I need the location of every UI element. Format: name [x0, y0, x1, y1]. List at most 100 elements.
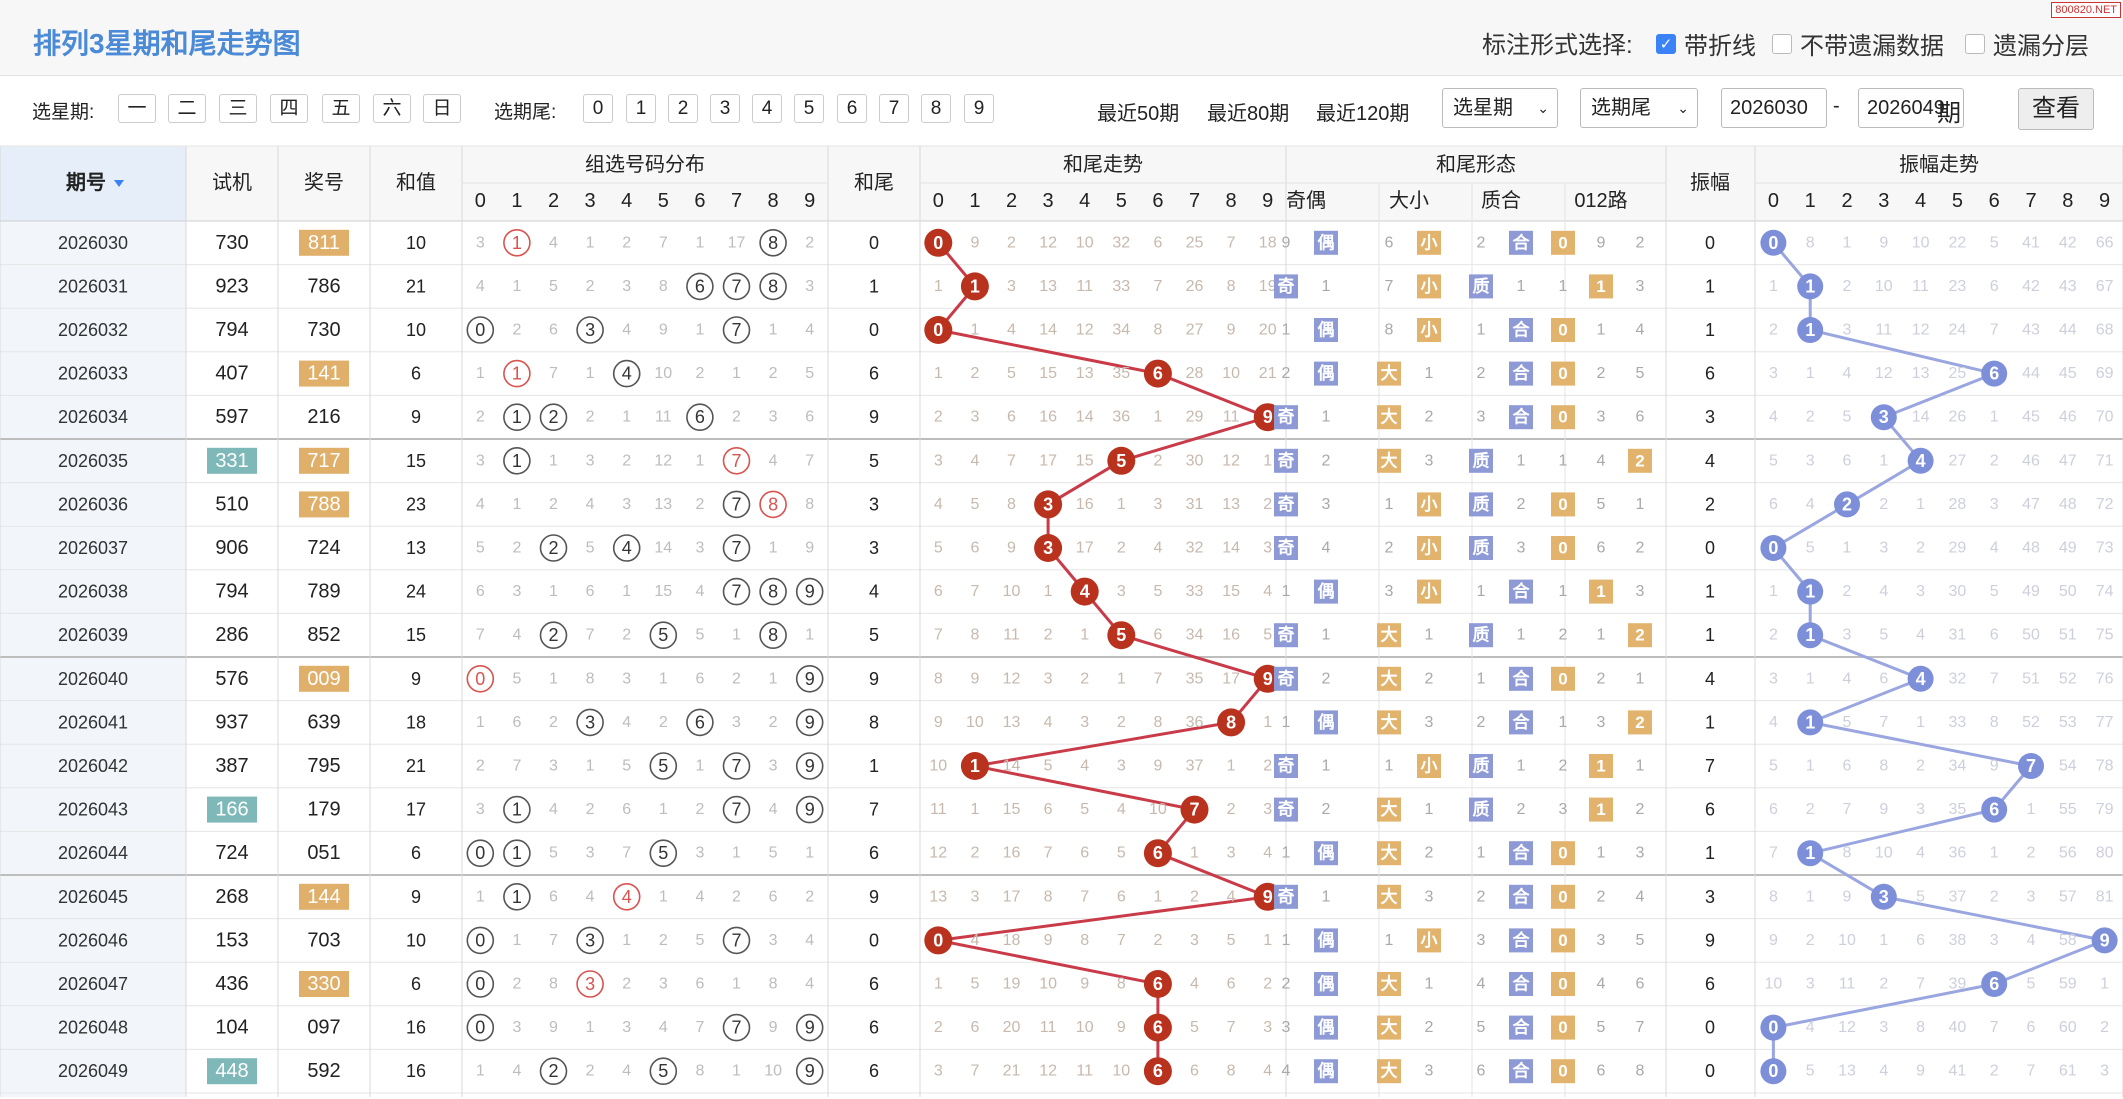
- tail-button-4[interactable]: 4: [752, 94, 782, 123]
- amp-miss-value: 35: [1949, 801, 1967, 818]
- tail-button-1[interactable]: 1: [626, 94, 656, 123]
- tail-button-2[interactable]: 2: [668, 94, 698, 123]
- tail-miss-value: 5: [1080, 801, 1089, 818]
- weekday-button-5[interactable]: 五: [322, 94, 360, 123]
- amp-miss-value: 41: [1949, 1063, 1967, 1080]
- tail-miss-value: 4: [1007, 322, 1016, 339]
- tail-miss-value: 14: [1222, 540, 1240, 557]
- amp-miss-value: 78: [2096, 758, 2114, 775]
- weekday-select[interactable]: 选星期 ⌄: [1442, 88, 1558, 128]
- check-icon[interactable]: ✓: [1656, 33, 1676, 54]
- amp-miss-value: 67: [2096, 278, 2114, 295]
- amp-miss-value: 2: [1879, 496, 1888, 513]
- weekday-button-7[interactable]: 日: [423, 94, 461, 123]
- weekday-button-2[interactable]: 二: [168, 94, 206, 123]
- form-miss-value: 1: [1597, 322, 1606, 339]
- recent-120-link[interactable]: 最近120期: [1316, 103, 1410, 125]
- group-hit-value: 2: [548, 1061, 558, 1081]
- trial-cell: 104: [215, 1017, 248, 1039]
- trend-digit-header: 3: [1043, 190, 1054, 212]
- prize-cell: 852: [307, 624, 340, 646]
- weekday-button-4[interactable]: 四: [270, 94, 308, 123]
- group-miss-value: 7: [659, 234, 668, 251]
- amp-miss-value: 1: [1806, 758, 1815, 775]
- tail-miss-value: 8: [1044, 888, 1053, 905]
- group-digit-header: 6: [694, 190, 705, 212]
- tail-button-6[interactable]: 6: [837, 94, 867, 123]
- checkbox-icon[interactable]: [1965, 33, 1985, 54]
- amp-miss-value: 2: [1769, 627, 1778, 644]
- amp-miss-value: 7: [1769, 845, 1778, 862]
- tail-miss-value: 2: [1117, 540, 1126, 557]
- tail-button-9[interactable]: 9: [964, 94, 994, 123]
- form-miss-value: 2: [1385, 540, 1394, 557]
- recent-80-link[interactable]: 最近80期: [1207, 103, 1290, 125]
- group-miss-value: 2: [622, 627, 631, 644]
- group-hit-value: 4: [622, 364, 632, 384]
- amp-ball: [1870, 883, 1897, 910]
- form-tag-value: 0: [1558, 539, 1567, 558]
- sum-cell: 24: [406, 582, 426, 602]
- tail-button-8[interactable]: 8: [921, 94, 951, 123]
- amp-miss-value: 51: [2022, 670, 2040, 687]
- prize-cell: 144: [307, 886, 340, 908]
- amp-miss-value: 1: [1769, 278, 1778, 295]
- group-miss-value: 6: [549, 888, 558, 905]
- group-miss-value: 2: [659, 714, 668, 731]
- group-hit-value: 7: [731, 494, 741, 514]
- amp-ball-value: 9: [2100, 930, 2110, 950]
- group-hit-circle: [503, 882, 531, 911]
- weekday-button-1[interactable]: 一: [118, 94, 156, 123]
- opt-nomiss-checkbox[interactable]: 不带遗漏数据: [1772, 26, 1944, 61]
- group-miss-value: 1: [695, 322, 704, 339]
- tail-select[interactable]: 选期尾 ⌄: [1580, 88, 1698, 128]
- tail-button-7[interactable]: 7: [879, 94, 909, 123]
- form-tag-value: 合: [1513, 843, 1531, 863]
- group-miss-value: 7: [476, 627, 485, 644]
- amp-miss-value: 3: [1806, 976, 1815, 993]
- tail-button-3[interactable]: 3: [710, 94, 740, 123]
- weekday-button-6[interactable]: 六: [373, 94, 411, 123]
- tail-header: 和尾: [854, 171, 894, 194]
- amp-miss-value: 56: [2059, 845, 2077, 862]
- tail-button-5[interactable]: 5: [794, 94, 824, 123]
- prize-highlight: [299, 665, 349, 692]
- form-miss-value: 6: [1597, 1063, 1606, 1080]
- tail-miss-value: 6: [1227, 976, 1236, 993]
- form-miss-value: 1: [1385, 932, 1394, 949]
- tail-ball: [924, 228, 953, 257]
- group-miss-value: 4: [622, 714, 631, 731]
- tail-miss-value: 33: [1112, 278, 1130, 295]
- group-miss-value: 6: [622, 801, 631, 818]
- amp-ball: [1981, 971, 2008, 997]
- opt-layer-checkbox[interactable]: 遗漏分层: [1965, 26, 2089, 61]
- tail-button-0[interactable]: 0: [583, 94, 613, 123]
- amp-cell: 3: [1705, 407, 1715, 427]
- tail-ball-value: 0: [933, 930, 943, 950]
- form-tag: [1377, 841, 1401, 866]
- amp-miss-value: 1: [1806, 670, 1815, 687]
- group-miss-value: 4: [476, 278, 485, 295]
- amp-digit-header: 1: [1805, 190, 1816, 212]
- to-issue-input[interactable]: 2026049: [1858, 88, 1964, 128]
- group-miss-value: 1: [732, 365, 741, 382]
- weekday-button-3[interactable]: 三: [219, 94, 257, 123]
- tail-ball-value: 9: [1263, 407, 1273, 427]
- group-hit-value: 0: [475, 1018, 485, 1038]
- group-miss-value: 1: [476, 365, 485, 382]
- prize-cell: 789: [307, 581, 340, 603]
- amp-cell: 6: [1705, 800, 1715, 820]
- tail-miss-value: 2: [970, 365, 979, 382]
- amp-cell: 4: [1705, 669, 1715, 689]
- form-tag-value: 合: [1513, 712, 1531, 732]
- from-issue-input[interactable]: 2026030: [1721, 88, 1827, 128]
- form-tag-value: 小: [1421, 539, 1438, 558]
- opt-lines-checkbox[interactable]: ✓ 带折线: [1656, 26, 1756, 61]
- form-tag-value: 合: [1513, 581, 1531, 601]
- query-button[interactable]: 查看: [2018, 88, 2094, 130]
- prize-highlight: [299, 491, 349, 518]
- amp-miss-value: 6: [1916, 932, 1925, 949]
- checkbox-icon[interactable]: [1772, 33, 1792, 54]
- form-tag: [1509, 666, 1533, 691]
- recent-50-link[interactable]: 最近50期: [1097, 103, 1180, 125]
